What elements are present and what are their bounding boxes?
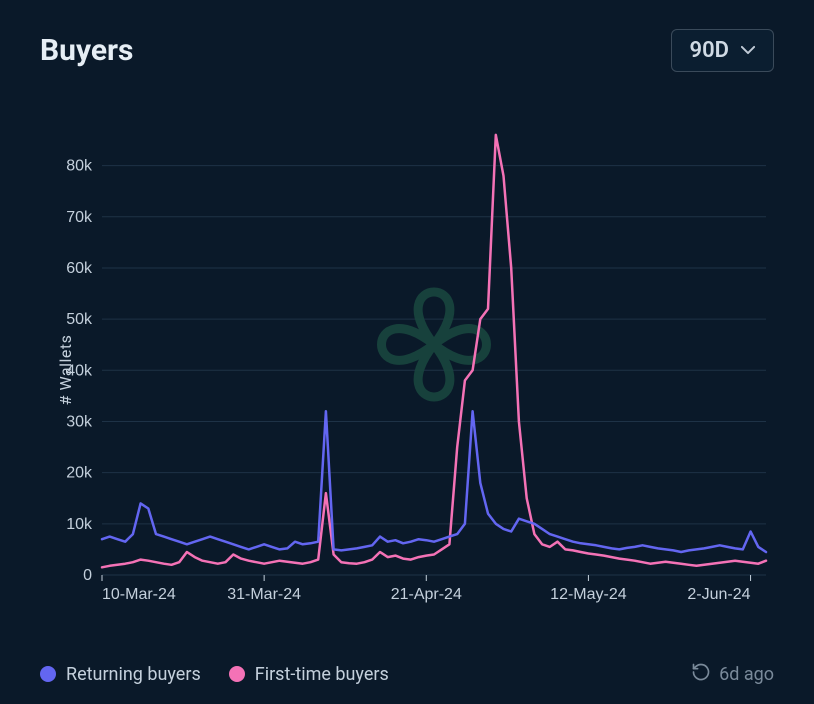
legend-label: Returning buyers: [66, 664, 201, 685]
chart-area: # Wallets 010k20k30k40k50k60k70k80k10-Ma…: [40, 130, 774, 610]
svg-text:50k: 50k: [66, 311, 93, 328]
svg-text:2-Jun-24: 2-Jun-24: [687, 586, 750, 603]
time-range-value: 90D: [690, 38, 729, 63]
svg-text:40k: 40k: [66, 362, 93, 379]
svg-text:12-May-24: 12-May-24: [550, 586, 627, 603]
svg-text:10k: 10k: [66, 516, 93, 533]
svg-text:60k: 60k: [66, 260, 93, 277]
svg-text:30k: 30k: [66, 413, 93, 430]
svg-text:80k: 80k: [66, 158, 93, 175]
buyers-panel: Buyers 90D # Wallets 010k20k30k40k50k60k…: [0, 0, 814, 704]
svg-text:70k: 70k: [66, 209, 93, 226]
last-updated: 6d ago: [691, 662, 774, 687]
legend-label: First-time buyers: [255, 664, 389, 685]
legend-item-returning: Returning buyers: [40, 664, 201, 685]
panel-title: Buyers: [40, 33, 133, 68]
legend: Returning buyers First-time buyers: [40, 664, 389, 685]
svg-text:31-Mar-24: 31-Mar-24: [227, 586, 301, 603]
svg-text:10-Mar-24: 10-Mar-24: [102, 586, 176, 603]
svg-text:20k: 20k: [66, 465, 93, 482]
legend-swatch: [229, 666, 245, 682]
line-chart: 0 10k 20k 30k 40k 50k 60k 70k 80k 10-Mar-24 31-Mar…: [40, 130, 774, 610]
svg-text:0: 0: [83, 567, 92, 584]
legend-swatch: [40, 666, 56, 682]
legend-item-firsttime: First-time buyers: [229, 664, 389, 685]
svg-text:21-Apr-24: 21-Apr-24: [391, 586, 462, 603]
last-updated-text: 6d ago: [719, 664, 774, 685]
panel-footer: Returning buyers First-time buyers 6d ago: [0, 644, 814, 704]
time-range-select[interactable]: 90D: [671, 29, 774, 72]
chevron-down-icon: [741, 43, 755, 57]
refresh-icon: [691, 662, 711, 687]
panel-header: Buyers 90D: [0, 0, 814, 100]
